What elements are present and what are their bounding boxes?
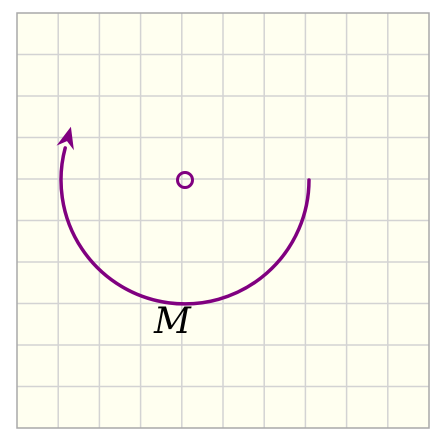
point-label-m: M [153, 301, 192, 342]
